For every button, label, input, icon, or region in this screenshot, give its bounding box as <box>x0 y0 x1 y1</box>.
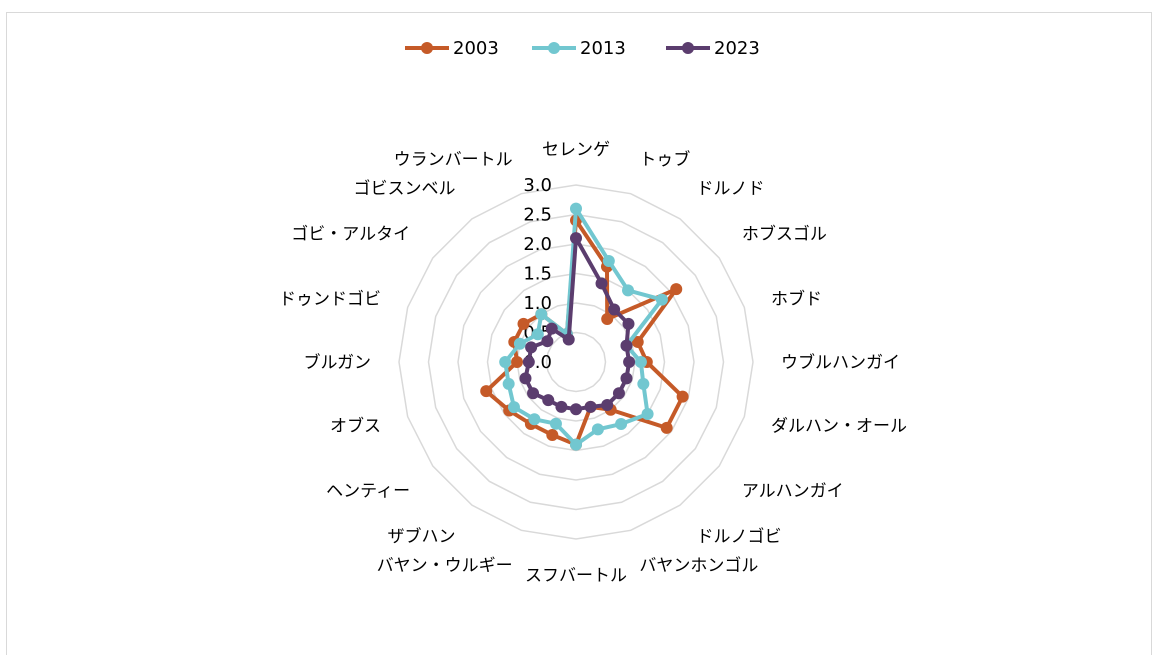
grid-ring <box>398 184 754 540</box>
category-label: トゥブ <box>639 149 690 170</box>
data-point <box>480 385 493 398</box>
category-label: ブルガン <box>304 352 372 373</box>
data-point <box>601 398 614 411</box>
category-label: アルハンガイ <box>742 481 844 501</box>
category-label: ゴビスンベル <box>354 178 456 199</box>
data-point <box>637 377 650 390</box>
data-point <box>615 418 628 431</box>
legend-swatch-marker <box>548 42 560 54</box>
tick-label: 1.0 <box>523 293 552 314</box>
tick-label: 1.5 <box>523 264 552 285</box>
series-layer <box>480 202 689 451</box>
data-point <box>528 413 541 426</box>
legend-item: 2003 <box>405 38 499 59</box>
data-point <box>620 339 633 352</box>
data-point <box>620 372 633 385</box>
data-point <box>584 400 597 413</box>
category-label: スフバートル <box>525 566 627 586</box>
data-point <box>549 417 562 430</box>
category-label: ウブルハンガイ <box>781 352 900 373</box>
data-point <box>555 400 568 413</box>
category-label: ウランバートル <box>394 150 513 170</box>
grid-ring <box>545 331 607 393</box>
data-point <box>622 317 635 330</box>
category-label: バヤン・ウルギー <box>377 556 513 576</box>
category-label: ダルハン・オール <box>771 416 907 436</box>
series-2023 <box>519 232 636 416</box>
data-point <box>546 428 559 441</box>
data-point <box>595 277 608 290</box>
category-labels: セレンゲ トゥブドルノドホブスゴルホブドウブルハンガイダルハン・オールアルハンガイ… <box>279 140 907 586</box>
data-point <box>535 308 548 321</box>
chart-area: 0.00.51.01.52.02.53.0 セレンゲトゥブドルノドホブスゴルホブ… <box>6 12 1152 655</box>
data-point <box>519 372 532 385</box>
category-label: ザブハン <box>388 526 456 547</box>
category-label: ゴビ・アルタイ <box>291 224 410 245</box>
data-point <box>507 401 520 414</box>
category-label: ドルノド <box>696 179 764 199</box>
data-point <box>541 335 554 348</box>
category-label: ホブド <box>771 289 822 310</box>
data-point <box>676 390 689 403</box>
radial-tick-labels: 0.00.51.01.52.02.53.0 <box>523 175 552 373</box>
data-point <box>591 423 604 436</box>
legend-swatch-marker <box>421 42 433 54</box>
data-point <box>499 356 512 368</box>
data-point <box>531 328 544 341</box>
legend-item: 2013 <box>532 38 626 59</box>
category-label: セレンゲ <box>542 140 610 160</box>
data-point <box>522 356 535 368</box>
data-point <box>601 313 614 326</box>
category-label: ヘンティー <box>326 481 410 501</box>
grid-ring <box>457 243 695 481</box>
data-point <box>641 408 654 421</box>
legend-label: 2023 <box>714 38 760 59</box>
data-point <box>570 438 582 451</box>
data-point <box>570 202 582 215</box>
data-point <box>622 284 635 297</box>
category-label: ドルノゴビ <box>696 526 781 547</box>
data-point <box>660 421 673 434</box>
data-point <box>670 283 683 296</box>
data-point <box>655 293 668 306</box>
data-point <box>612 387 625 400</box>
data-point <box>562 333 575 346</box>
category-label: バヤンホンゴル <box>639 555 758 576</box>
data-point <box>631 335 644 348</box>
data-point <box>634 356 647 368</box>
data-point <box>608 303 621 316</box>
tick-label: 2.5 <box>523 205 552 226</box>
data-point <box>511 356 523 368</box>
data-point <box>525 341 538 354</box>
legend: 2003 2013 2023 <box>405 38 760 59</box>
category-label: ドゥンドゴビ <box>279 289 381 310</box>
data-point <box>570 232 582 245</box>
legend-swatch-marker <box>682 42 694 54</box>
data-point <box>570 403 582 416</box>
tick-label: 2.0 <box>523 234 552 255</box>
legend-label: 2003 <box>453 38 499 59</box>
data-point <box>602 254 615 267</box>
data-point <box>502 377 515 390</box>
data-point <box>527 387 540 400</box>
radar-chart: 0.00.51.01.52.02.53.0 セレンゲトゥブドルノドホブスゴルホブ… <box>279 38 907 586</box>
category-label: オブス <box>330 415 381 436</box>
grid-ring <box>427 213 725 511</box>
data-point <box>545 322 558 335</box>
tick-label: 3.0 <box>523 175 552 196</box>
data-point <box>623 356 636 368</box>
data-point <box>517 317 530 330</box>
legend-label: 2013 <box>580 38 626 59</box>
category-label: ホブスゴル <box>742 224 827 245</box>
data-point <box>542 394 555 407</box>
data-point <box>513 337 526 350</box>
legend-item: 2023 <box>666 38 760 59</box>
